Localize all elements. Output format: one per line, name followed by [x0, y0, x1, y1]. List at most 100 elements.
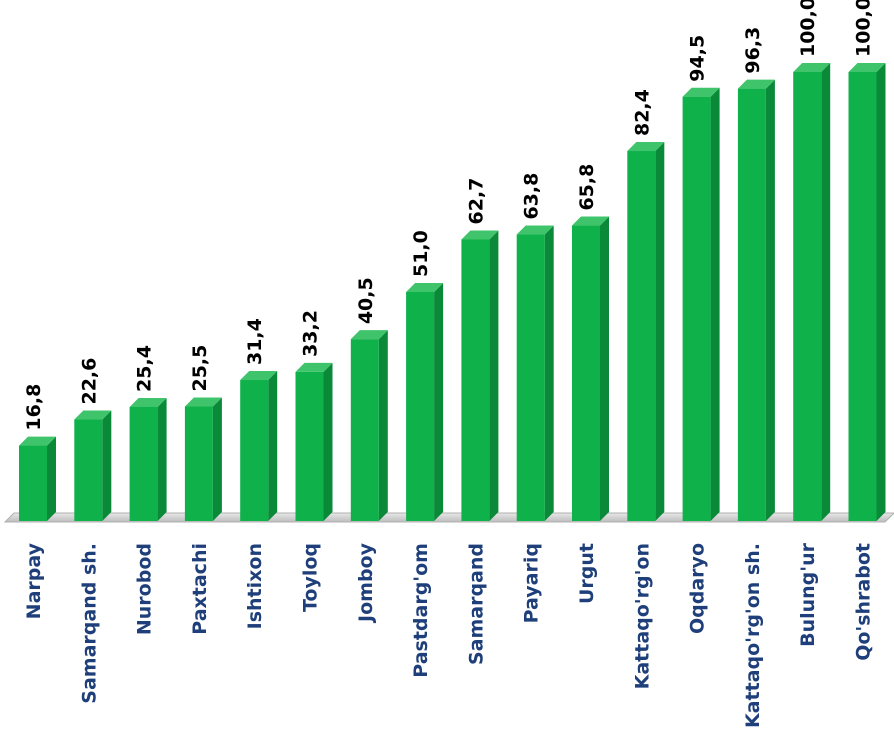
- bar-side: [876, 63, 886, 521]
- bar-top: [516, 225, 554, 235]
- bar-side: [489, 230, 499, 522]
- bar-top: [19, 436, 56, 446]
- bar-top: [682, 87, 720, 97]
- bar: [516, 225, 554, 521]
- bar-front: [240, 380, 269, 521]
- category-labels-group: Narpay Samarqand sh. Nurobod Paxtachi Ishtix…: [23, 542, 875, 728]
- bar-top: [184, 397, 222, 407]
- value-label: 25,5: [189, 345, 211, 392]
- bar-side: [212, 397, 222, 521]
- bar: [627, 142, 665, 522]
- value-label: 40,5: [355, 277, 377, 324]
- bar-top: [848, 63, 886, 72]
- bar-top: [240, 371, 278, 381]
- bar-front: [19, 445, 47, 521]
- bar-front: [406, 292, 435, 521]
- bar-side: [268, 371, 278, 521]
- category-label: Kattaqo'rg'on sh.: [742, 543, 764, 728]
- bar-front: [461, 239, 490, 522]
- category-label: Narpay: [23, 542, 45, 619]
- bar-top: [461, 230, 499, 240]
- category-label: Urgut: [576, 543, 598, 604]
- bar-top: [627, 142, 665, 152]
- bar-side: [157, 397, 167, 521]
- bar: [682, 87, 720, 521]
- category-label: Oqdaryo: [687, 543, 709, 634]
- bar-side: [710, 87, 720, 521]
- bar-front: [184, 406, 213, 521]
- value-label: 33,2: [300, 310, 322, 357]
- bar: [572, 216, 609, 522]
- bar-front: [793, 72, 822, 521]
- value-label: 100,0: [797, 0, 819, 57]
- value-label: 51,0: [410, 230, 432, 277]
- value-label: 22,6: [78, 358, 100, 405]
- category-label: Samarqand sh.: [78, 543, 100, 704]
- bar: [793, 63, 831, 521]
- category-label: Kattaqo'rg'on: [631, 543, 653, 689]
- bar-front: [572, 225, 600, 522]
- bar-side: [323, 362, 333, 521]
- bar-top: [737, 79, 775, 89]
- bar: [350, 330, 388, 521]
- bar-side: [765, 79, 775, 521]
- value-label: 82,4: [631, 89, 653, 136]
- bars-group: [19, 63, 886, 522]
- bar-side: [544, 225, 554, 521]
- value-label: 31,4: [244, 318, 266, 365]
- bar: [461, 230, 499, 522]
- bar: [74, 410, 112, 521]
- bar-top: [129, 397, 167, 407]
- value-label: 16,8: [23, 384, 45, 431]
- bar-front: [682, 96, 711, 521]
- bar: [737, 79, 775, 521]
- value-label: 96,3: [742, 27, 764, 74]
- bar-front: [129, 406, 158, 521]
- bar-front: [295, 371, 324, 521]
- bar: [19, 436, 56, 521]
- bar-front: [516, 234, 545, 521]
- bar-side: [600, 216, 609, 522]
- bar-top: [572, 216, 609, 226]
- bar: [184, 397, 222, 521]
- bar-top: [295, 362, 333, 372]
- bar-side: [378, 330, 388, 521]
- bar: [129, 397, 167, 521]
- bar-front: [74, 419, 103, 521]
- value-label: 100,0: [853, 0, 875, 57]
- category-label: Samarqand: [465, 543, 487, 665]
- bar-side: [655, 142, 665, 522]
- value-label: 63,8: [521, 173, 543, 220]
- bar-front: [627, 151, 656, 522]
- bar-top: [350, 330, 388, 340]
- bar-side: [47, 436, 56, 521]
- category-label: Nurobod: [134, 543, 156, 635]
- chart-floor: [3, 512, 894, 523]
- bar-front: [350, 339, 379, 521]
- category-label: Ishtixon: [244, 543, 266, 629]
- bar-top: [74, 410, 112, 420]
- value-label: 25,4: [134, 345, 156, 392]
- bar: [406, 283, 444, 521]
- category-label: Toyloq: [300, 543, 322, 612]
- bar: [848, 63, 886, 521]
- category-label: Qo'shrabot: [853, 543, 875, 661]
- category-label: Paxtachi: [189, 543, 211, 635]
- value-labels-group: 16,8 22,6 25,4 25,5 31,4 33,2 40,5 51,0 62,7 63,8…: [23, 0, 875, 431]
- value-label: 65,8: [576, 164, 598, 211]
- bar-side: [821, 63, 831, 521]
- bar: [240, 371, 278, 521]
- value-label: 94,5: [687, 35, 709, 82]
- bar-front: [737, 88, 766, 521]
- bar-top: [793, 63, 831, 72]
- bar-side: [434, 283, 444, 521]
- category-label: Bulung'ur: [797, 542, 819, 647]
- bar-side: [102, 410, 112, 521]
- bar-front: [848, 72, 877, 521]
- category-label: Jomboy: [355, 542, 377, 624]
- category-label: Payariq: [521, 543, 543, 623]
- value-label: 62,7: [465, 178, 487, 225]
- category-label: Pastdarg'om: [410, 543, 432, 678]
- bar: [295, 362, 333, 521]
